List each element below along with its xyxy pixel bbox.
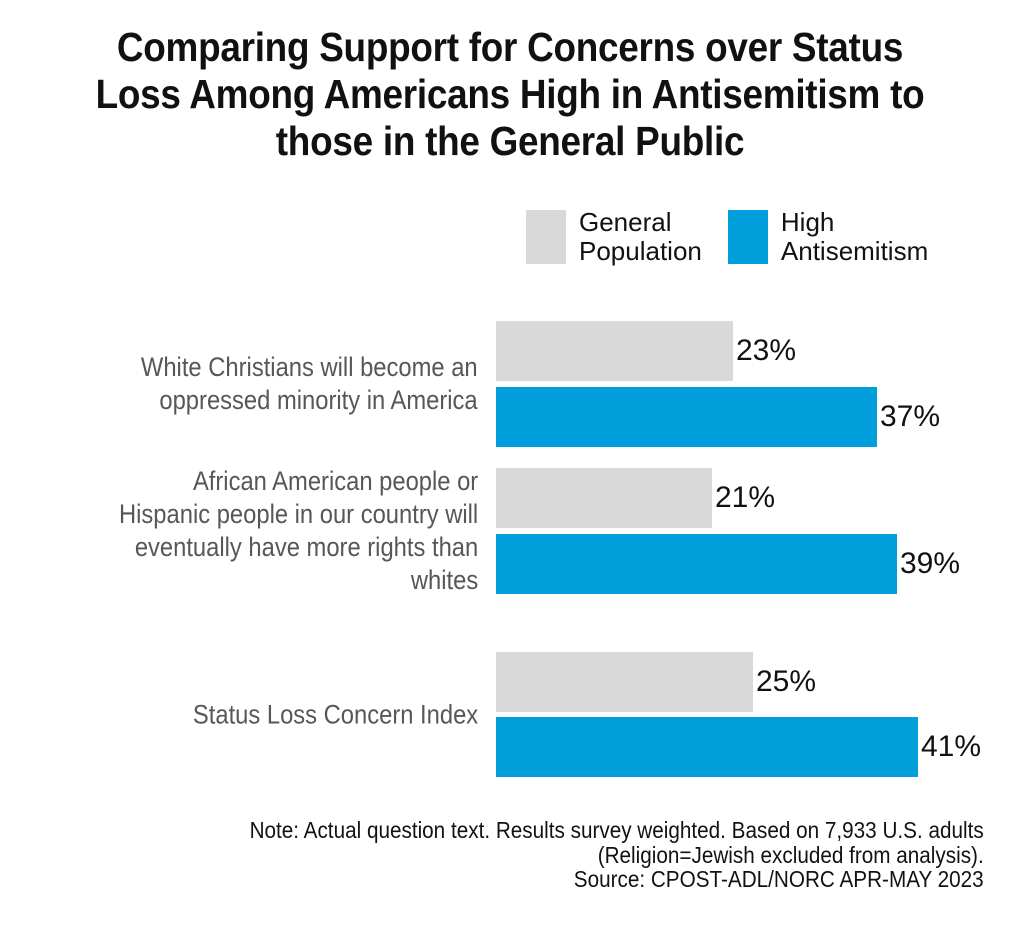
bar-high-antisemitism-more-rights: 39% — [496, 534, 960, 594]
bar-general-population-white-christians: 23% — [496, 321, 796, 381]
value-label: 39% — [900, 547, 961, 580]
legend-label-general-population: General Population — [579, 207, 702, 266]
value-label: 37% — [880, 400, 941, 433]
footnote: Note: Actual question text. Results surv… — [249, 817, 984, 892]
bar-general-population-more-rights: 21% — [496, 468, 775, 528]
bar-high-antisemitism-status-loss-index: 41% — [496, 717, 981, 777]
legend-label-high-antisemitism: High Antisemitism — [780, 207, 929, 266]
value-label: 25% — [756, 665, 817, 698]
category-label-white-christians: White Christians will become an oppresse… — [141, 352, 478, 415]
value-label: 21% — [715, 481, 776, 514]
legend: General Population High Antisemitism — [526, 208, 928, 266]
legend-item-high-antisemitism: High Antisemitism — [727, 207, 929, 266]
legend-swatch-high-antisemitism — [727, 210, 768, 264]
value-label: 41% — [921, 730, 982, 763]
chart-title: Comparing Support for Concerns over Stat… — [95, 24, 925, 164]
category-label-more-rights: African American people or Hispanic peop… — [118, 466, 478, 595]
bar-general-population-status-loss-index: 25% — [496, 652, 816, 712]
bar-high-antisemitism-white-christians: 37% — [496, 387, 940, 447]
legend-item-general-population: General Population — [526, 208, 702, 266]
legend-swatch-general-population — [526, 210, 566, 264]
category-label-status-loss-index: Status Loss Concern Index — [192, 699, 478, 730]
value-label: 23% — [736, 334, 797, 367]
